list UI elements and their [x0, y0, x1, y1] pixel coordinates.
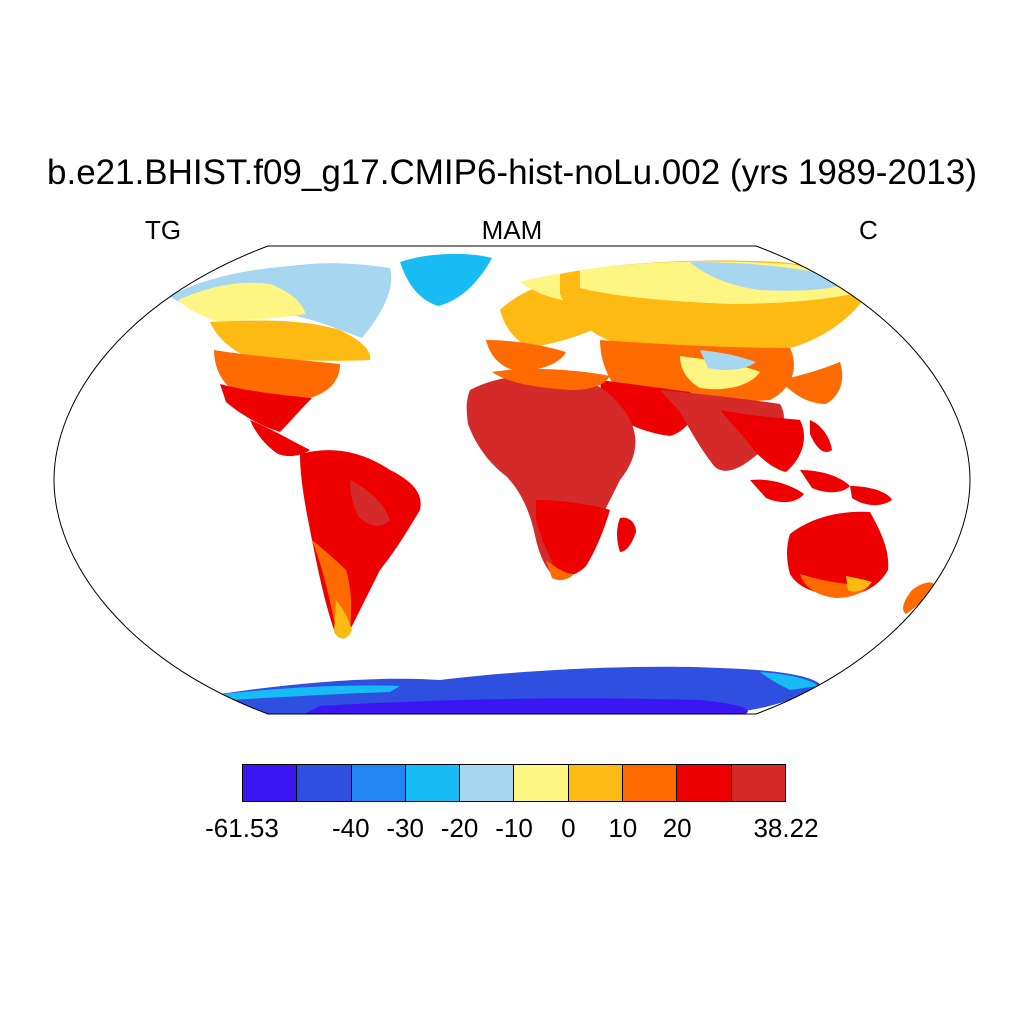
colorbar-box-9	[731, 765, 785, 801]
season-label: MAM	[481, 215, 543, 245]
greenland	[400, 253, 492, 306]
colorbar-box-0	[243, 765, 298, 801]
colorbar-tick-label: 10	[608, 813, 638, 843]
colorbar-labels: -61.53 -40 -30 -20 -10 0 10 20 38.22	[0, 812, 1024, 846]
south-america	[300, 450, 421, 638]
colorbar-box-6	[568, 765, 624, 801]
colorbar-tick-label: -30	[386, 813, 424, 843]
colorbar-tick-label: 38.22	[753, 813, 819, 843]
colorbar-box-1	[297, 765, 352, 801]
units-label: C	[859, 215, 878, 245]
colorbar-box-4	[460, 765, 515, 801]
colorbar-tick-label: -10	[495, 813, 533, 843]
colorbar-tick-label: -20	[440, 813, 479, 843]
colorbar	[242, 764, 786, 802]
map-land-layer	[170, 253, 934, 714]
colorbar-box-2	[351, 765, 406, 801]
colorbar-tick-label: 0	[561, 813, 576, 843]
plot-title: b.e21.BHIST.f09_g17.CMIP6-hist-noLu.002 …	[47, 153, 977, 192]
colorbar-tick-label: -40	[332, 813, 370, 843]
variable-label: TG	[145, 215, 182, 245]
colorbar-box-3	[405, 765, 461, 801]
colorbar-tick-label: 20	[662, 813, 692, 843]
colorbar-tick-label: -61.53	[205, 813, 279, 843]
map-boundary	[53, 245, 971, 715]
colorbar-box-7	[623, 765, 678, 801]
australia	[787, 511, 889, 596]
colorbar-box-8	[677, 765, 732, 801]
colorbar-box-5	[514, 765, 569, 801]
